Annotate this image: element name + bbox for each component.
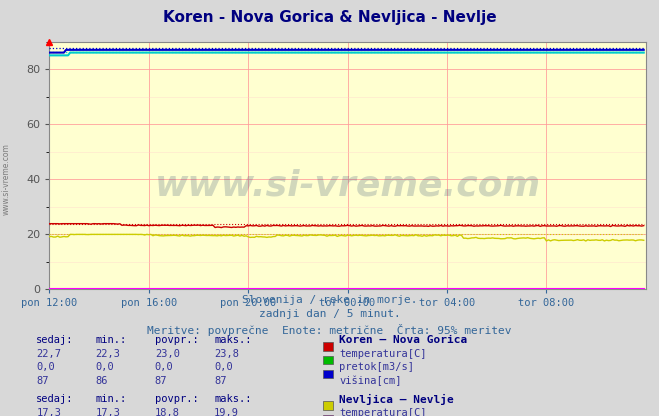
Text: 22,3: 22,3: [96, 349, 121, 359]
Text: 0,0: 0,0: [96, 362, 114, 372]
Text: sedaj:: sedaj:: [36, 335, 74, 345]
Text: 18,8: 18,8: [155, 408, 180, 416]
Text: temperatura[C]: temperatura[C]: [339, 349, 427, 359]
Text: 22,7: 22,7: [36, 349, 61, 359]
Text: Koren - Nova Gorica & Nevljica - Nevlje: Koren - Nova Gorica & Nevljica - Nevlje: [163, 10, 496, 25]
Text: Meritve: povprečne  Enote: metrične  Črta: 95% meritev: Meritve: povprečne Enote: metrične Črta:…: [147, 324, 512, 336]
Text: Koren – Nova Gorica: Koren – Nova Gorica: [339, 335, 468, 345]
Text: 87: 87: [155, 376, 167, 386]
Text: pretok[m3/s]: pretok[m3/s]: [339, 362, 415, 372]
Text: 23,0: 23,0: [155, 349, 180, 359]
Text: temperatura[C]: temperatura[C]: [339, 408, 427, 416]
Text: zadnji dan / 5 minut.: zadnji dan / 5 minut.: [258, 309, 401, 319]
Text: 0,0: 0,0: [36, 362, 55, 372]
Text: Slovenija / reke in morje.: Slovenija / reke in morje.: [242, 295, 417, 305]
Text: 0,0: 0,0: [155, 362, 173, 372]
Text: Nevljica – Nevlje: Nevljica – Nevlje: [339, 394, 454, 405]
Text: www.si-vreme.com: www.si-vreme.com: [155, 168, 540, 202]
Text: 17,3: 17,3: [36, 408, 61, 416]
Text: 87: 87: [214, 376, 227, 386]
Text: 23,8: 23,8: [214, 349, 239, 359]
Text: 19,9: 19,9: [214, 408, 239, 416]
Text: 17,3: 17,3: [96, 408, 121, 416]
Text: 86: 86: [96, 376, 108, 386]
Text: min.:: min.:: [96, 394, 127, 404]
Text: 87: 87: [36, 376, 49, 386]
Text: maks.:: maks.:: [214, 394, 252, 404]
Text: povpr.:: povpr.:: [155, 335, 198, 345]
Text: povpr.:: povpr.:: [155, 394, 198, 404]
Text: min.:: min.:: [96, 335, 127, 345]
Text: sedaj:: sedaj:: [36, 394, 74, 404]
Text: 0,0: 0,0: [214, 362, 233, 372]
Text: maks.:: maks.:: [214, 335, 252, 345]
Text: www.si-vreme.com: www.si-vreme.com: [2, 143, 11, 215]
Text: višina[cm]: višina[cm]: [339, 376, 402, 386]
